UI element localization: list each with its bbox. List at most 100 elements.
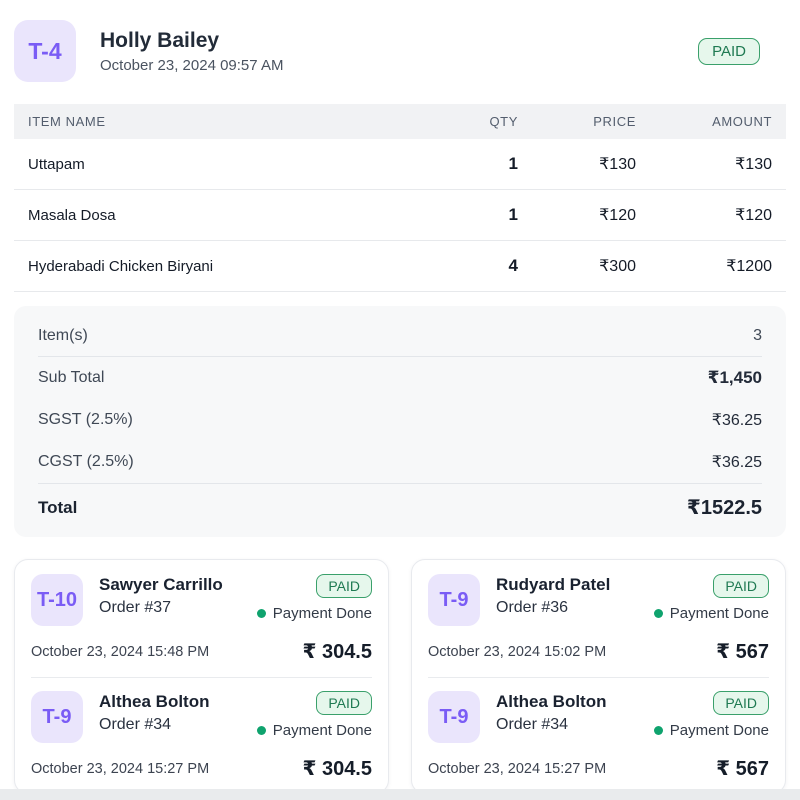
column-qty: QTY (418, 104, 518, 139)
payment-status: Payment Done (256, 722, 372, 739)
order-entry-status: PAID Payment Done (653, 691, 769, 739)
order-entry[interactable]: T-9 Althea Bolton Order #34 PAID Payment… (31, 691, 372, 781)
item-price: ₹130 (518, 139, 636, 190)
item-price: ₹300 (518, 240, 636, 292)
order-entry-info: Althea Bolton Order #34 (496, 691, 654, 734)
customer-name: Holly Bailey (100, 28, 220, 52)
divider (38, 483, 762, 484)
order-entry[interactable]: T-9 Rudyard Patel Order #36 PAID Payment… (428, 574, 769, 664)
order-entry-top: T-10 Sawyer Carrillo Order #37 PAID Paym… (31, 574, 372, 626)
column-price: PRICE (518, 104, 636, 139)
order-card-left: T-10 Sawyer Carrillo Order #37 PAID Paym… (14, 559, 389, 794)
item-name: Hyderabadi Chicken Biryani (14, 240, 418, 292)
subtotal-value: ₹1,450 (707, 368, 762, 387)
order-entry-footer: October 23, 2024 15:27 PM ₹ 567 (428, 756, 769, 781)
payment-status-dot-icon (653, 609, 663, 618)
payment-status-dot-icon (653, 726, 663, 735)
customer-name: Althea Bolton (496, 692, 607, 711)
order-entry-info: Althea Bolton Order #34 (99, 691, 257, 734)
items-count-label: Item(s) (38, 327, 88, 344)
order-amount: ₹ 304.5 (302, 758, 372, 780)
payment-status-label: Payment Done (272, 605, 372, 622)
item-qty: 4 (418, 240, 518, 292)
total-label: Total (38, 497, 78, 517)
summary-row-subtotal: Sub Total ₹1,450 (38, 357, 762, 399)
order-entry[interactable]: T-10 Sawyer Carrillo Order #37 PAID Paym… (31, 574, 372, 664)
order-number: Order #36 (496, 599, 569, 617)
divider (31, 677, 372, 678)
table-number-badge: T-9 (428, 691, 480, 743)
order-datetime: October 23, 2024 15:27 PM (428, 760, 607, 777)
items-table-header: ITEM NAME QTY PRICE AMOUNT (14, 104, 786, 139)
order-entry-status: PAID Payment Done (256, 574, 372, 622)
customer-info: Holly Bailey October 23, 2024 09:57 AM (100, 28, 698, 74)
paid-status-badge: PAID (713, 691, 769, 715)
order-header: T-4 Holly Bailey October 23, 2024 09:57 … (14, 20, 786, 82)
order-items-table: ITEM NAME QTY PRICE AMOUNT Uttapam 1 ₹13… (14, 104, 786, 292)
payment-status-dot-icon (256, 726, 266, 735)
order-entry-footer: October 23, 2024 15:27 PM ₹ 304.5 (31, 756, 372, 781)
payment-status-dot-icon (256, 609, 266, 618)
order-entry[interactable]: T-9 Althea Bolton Order #34 PAID Payment… (428, 691, 769, 781)
order-entry-footer: October 23, 2024 15:02 PM ₹ 567 (428, 639, 769, 664)
divider (428, 677, 769, 678)
payment-status-label: Payment Done (669, 605, 769, 622)
order-datetime: October 23, 2024 15:48 PM (31, 643, 210, 660)
summary-row-cgst: CGST (2.5%) ₹36.25 (38, 441, 762, 483)
customer-name: Sawyer Carrillo (99, 575, 223, 594)
order-entry-top: T-9 Rudyard Patel Order #36 PAID Payment… (428, 574, 769, 626)
item-name: Masala Dosa (14, 189, 418, 241)
order-number: Order #37 (99, 599, 172, 617)
paid-status-badge: PAID (316, 574, 372, 598)
page-bottom-strip (0, 789, 800, 800)
summary-row-items: Item(s) 3 (38, 316, 762, 356)
order-amount: ₹ 567 (716, 641, 769, 663)
item-qty: 1 (418, 189, 518, 241)
items-count-value: 3 (753, 327, 762, 344)
item-price: ₹120 (518, 189, 636, 241)
cgst-label: CGST (2.5%) (38, 453, 134, 470)
item-qty: 1 (418, 139, 518, 190)
payment-status-label: Payment Done (669, 722, 769, 739)
customer-name: Althea Bolton (99, 692, 210, 711)
table-row: Hyderabadi Chicken Biryani 4 ₹300 ₹1200 (14, 240, 786, 292)
item-amount: ₹120 (636, 189, 786, 241)
total-value: ₹1522.5 (686, 497, 762, 519)
header-row: ITEM NAME QTY PRICE AMOUNT (14, 104, 786, 139)
order-datetime: October 23, 2024 15:27 PM (31, 760, 210, 777)
payment-status: Payment Done (653, 722, 769, 739)
order-number: Order #34 (496, 716, 569, 734)
order-amount: ₹ 304.5 (302, 641, 372, 663)
paid-status-badge: PAID (316, 691, 372, 715)
summary-row-sgst: SGST (2.5%) ₹36.25 (38, 399, 762, 441)
paid-status-badge: PAID (698, 37, 760, 65)
table-row: Uttapam 1 ₹130 ₹130 (14, 139, 786, 190)
order-entry-status: PAID Payment Done (256, 691, 372, 739)
table-number-badge: T-4 (14, 20, 76, 82)
table-row: Masala Dosa 1 ₹120 ₹120 (14, 189, 786, 241)
paid-status-badge: PAID (713, 574, 769, 598)
payment-status-label: Payment Done (272, 722, 372, 739)
sgst-label: SGST (2.5%) (38, 411, 133, 428)
cgst-value: ₹36.25 (711, 454, 762, 471)
order-entry-footer: October 23, 2024 15:48 PM ₹ 304.5 (31, 639, 372, 664)
column-amount: AMOUNT (636, 104, 786, 139)
table-number-badge: T-9 (31, 691, 83, 743)
item-name: Uttapam (14, 139, 418, 190)
payment-status: Payment Done (653, 605, 769, 622)
order-entry-top: T-9 Althea Bolton Order #34 PAID Payment… (428, 691, 769, 743)
item-amount: ₹130 (636, 139, 786, 190)
bill-summary: Item(s) 3 Sub Total ₹1,450 SGST (2.5%) ₹… (14, 306, 786, 537)
divider (38, 356, 762, 357)
customer-name: Rudyard Patel (496, 575, 611, 594)
item-amount: ₹1200 (636, 240, 786, 292)
order-card-right: T-9 Rudyard Patel Order #36 PAID Payment… (411, 559, 786, 794)
summary-row-total: Total ₹1522.5 (38, 484, 762, 531)
order-entry-status: PAID Payment Done (653, 574, 769, 622)
order-entry-info: Sawyer Carrillo Order #37 (99, 574, 257, 617)
column-item-name: ITEM NAME (14, 104, 418, 139)
sgst-value: ₹36.25 (711, 412, 762, 429)
table-number-badge: T-10 (31, 574, 83, 626)
order-entry-top: T-9 Althea Bolton Order #34 PAID Payment… (31, 691, 372, 743)
